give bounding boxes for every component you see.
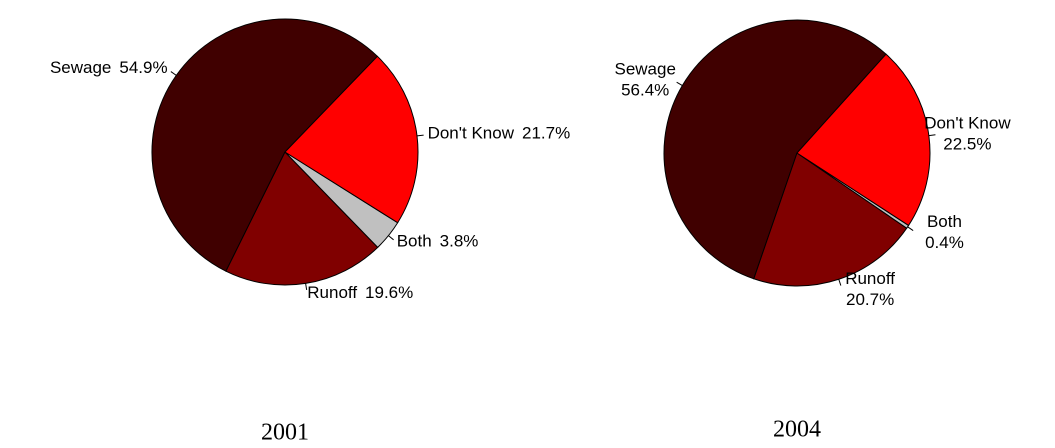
- value-label: 0.4%: [925, 233, 964, 252]
- slice-label: Sewage 54.9%: [50, 59, 168, 78]
- value-label: 20.7%: [846, 290, 894, 309]
- label-leader: [305, 283, 308, 291]
- category-label: Sewage: [50, 59, 111, 78]
- category-label: Sewage: [614, 60, 675, 79]
- value-label: 3.8%: [440, 232, 479, 251]
- category-label: Don't Know: [924, 114, 1011, 133]
- category-label: Don't Know: [428, 124, 515, 143]
- label-leader: [907, 226, 914, 231]
- label-leader: [170, 71, 177, 76]
- category-label: Both: [397, 232, 432, 251]
- category-label: Runoff: [845, 269, 895, 288]
- chart-title: 2001: [261, 420, 309, 446]
- pie-slice: [151, 18, 379, 272]
- value-label: 21.7%: [522, 124, 570, 143]
- label-leader: [416, 134, 424, 137]
- label-leader: [676, 81, 683, 86]
- chart-title: 2004: [773, 417, 821, 443]
- pie-slice: [796, 53, 931, 227]
- label-leader: [838, 279, 842, 286]
- slice-label: Don't Know 21.7%: [428, 124, 571, 143]
- value-label: 22.5%: [943, 135, 991, 154]
- pie-slice: [225, 151, 379, 286]
- value-label: 19.6%: [365, 283, 413, 302]
- value-label: 56.4%: [621, 81, 669, 100]
- category-label: Both: [927, 212, 962, 231]
- category-label: Runoff: [307, 283, 357, 302]
- label-leader: [928, 134, 936, 137]
- slice-label: Both 3.8%: [397, 232, 479, 251]
- value-label: 54.9%: [119, 59, 167, 78]
- label-leader: [388, 235, 394, 241]
- pie-slice: [284, 55, 419, 224]
- slice-label: Runoff 19.6%: [307, 283, 413, 302]
